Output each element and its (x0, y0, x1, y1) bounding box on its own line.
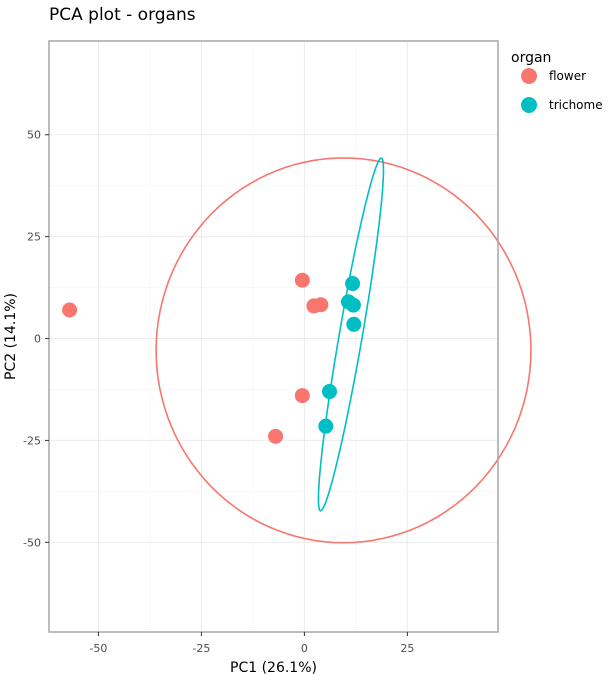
ellipse-flower (155, 157, 532, 544)
point-trichome (345, 297, 361, 313)
y-tick-label: 0 (34, 333, 41, 346)
x-tick-label: 0 (301, 642, 308, 655)
legend-key-trichome (521, 97, 537, 113)
point-trichome (346, 316, 362, 332)
y-tick-label: 25 (27, 231, 41, 244)
legend: organ flower trichome (511, 50, 603, 113)
tick-labels: -50 -25 0 25 -50 -25 0 25 50 (23, 129, 414, 655)
legend-label-trichome: trichome (549, 98, 603, 112)
y-tick-label: 50 (27, 129, 41, 142)
legend-items: flower trichome (521, 68, 603, 113)
y-tick-label: -50 (23, 536, 41, 549)
grid-lines (49, 41, 498, 632)
point-trichome (322, 384, 338, 400)
x-tick-label: 25 (400, 642, 414, 655)
y-tick-label: -25 (23, 434, 41, 447)
ellipses (155, 157, 532, 544)
point-trichome (345, 276, 361, 292)
legend-title: organ (511, 50, 551, 66)
x-tick-label: -25 (192, 642, 210, 655)
chart-title: PCA plot - organs (49, 5, 196, 25)
point-flower (294, 388, 310, 404)
point-flower (294, 272, 310, 288)
data-points (62, 272, 362, 444)
x-axis-title: PC1 (26.1%) (230, 660, 317, 674)
ellipse-trichome (317, 157, 385, 512)
y-axis-title: PC2 (14.1%) (3, 293, 19, 380)
legend-label-flower: flower (549, 69, 586, 83)
plot-panel-border (48, 40, 499, 633)
point-flower (313, 297, 329, 313)
legend-key-flower (521, 68, 537, 84)
point-flower (268, 428, 284, 444)
point-trichome (318, 418, 334, 434)
x-tick-label: -50 (89, 642, 107, 655)
point-flower (62, 302, 78, 318)
